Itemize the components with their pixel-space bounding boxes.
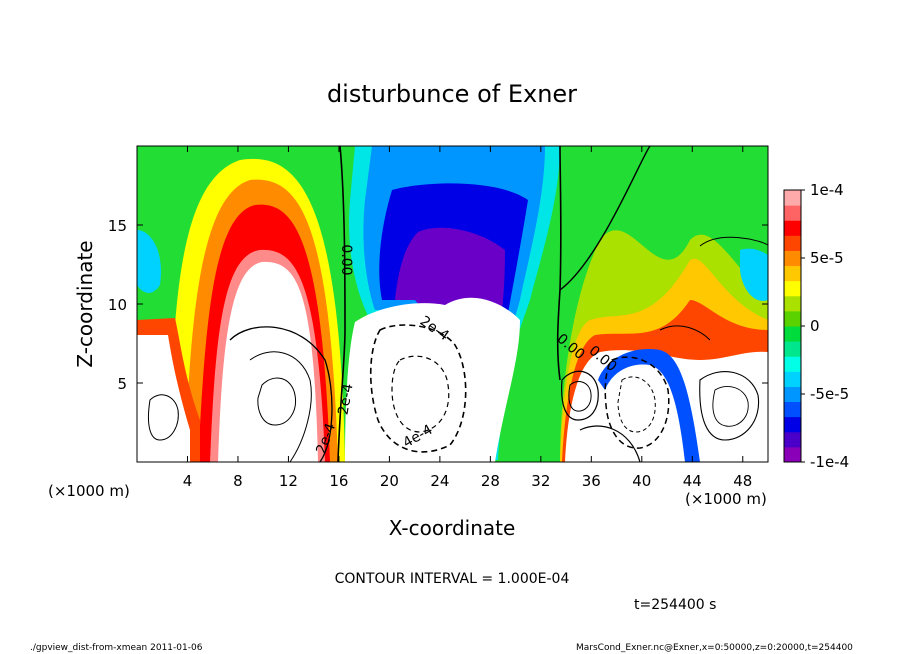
contour-line (257, 377, 297, 426)
x-tick-label: 32 (531, 472, 550, 490)
contour-lines (147, 146, 768, 462)
colorbar: 1e-4 5e-5 0 -5e-5 -1e-4 (783, 181, 849, 471)
y-tick-label: 15 (108, 217, 127, 235)
x-tick-label: 48 (733, 472, 752, 490)
footer-right: MarsCond_Exner.nc@Exner,x=0:50000,z=0:20… (576, 643, 853, 653)
time-label: t=254400 s (634, 597, 716, 613)
x-tick-label: 16 (329, 472, 348, 490)
colorbar-swatch (784, 371, 801, 387)
colorbar-swatch (784, 386, 801, 403)
colorbar-swatch (784, 295, 801, 312)
field-blue-right (598, 349, 700, 462)
x-tick-label: 40 (632, 472, 651, 490)
field-cyan-right (740, 248, 768, 301)
colorbar-label: -1e-4 (810, 453, 849, 471)
contour-line (561, 370, 599, 421)
contour-label: 0.00 (338, 244, 354, 275)
x-tick-label: 8 (233, 472, 243, 490)
field-fill (137, 146, 768, 462)
contour-line (617, 376, 656, 433)
colorbar-swatch (784, 250, 801, 267)
contour-line (249, 351, 312, 462)
colorbar-label: -5e-5 (810, 385, 849, 403)
colorbar-swatch (784, 265, 801, 282)
contour-line (659, 325, 711, 341)
contour-interval-note: CONTOUR INTERVAL = 1.000E-04 (335, 571, 570, 587)
colorbar-label: 1e-4 (810, 181, 844, 199)
x-axis: 4 8 12 16 20 24 28 32 36 40 44 48 (183, 146, 752, 490)
x-tick-label: 44 (683, 472, 702, 490)
colorbar-swatch (784, 280, 801, 297)
y-tick-label: 10 (108, 296, 127, 314)
x-tick-label: 24 (430, 472, 449, 490)
contour-line (229, 326, 333, 462)
colorbar-swatch (784, 356, 801, 372)
colorbar-swatch (784, 431, 801, 448)
x-tick-label: 4 (183, 472, 193, 490)
field-white-right (565, 350, 768, 462)
colorbar-swatch (784, 416, 801, 433)
colorbar-swatch (784, 326, 801, 342)
x-tick-label: 12 (279, 472, 298, 490)
colorbar-swatch (784, 190, 801, 206)
plot-area (137, 146, 768, 462)
colorbar-swatch (784, 220, 801, 236)
y-axis: 5 10 15 (108, 217, 768, 393)
colorbar-swatch (784, 446, 801, 463)
contour-line (391, 355, 450, 433)
contour-line (579, 425, 641, 462)
contour-line (337, 146, 346, 462)
field-cyan-left (137, 230, 161, 293)
contour-line (559, 146, 651, 291)
contour-label: 2e-4 (335, 382, 356, 416)
colorbar-swatch (784, 235, 801, 251)
chart-title: disturbunce of Exner (327, 80, 577, 108)
x-tick-label: 36 (582, 472, 601, 490)
colorbar-swatch (784, 341, 801, 357)
contour-line (369, 324, 467, 453)
contour-line (604, 356, 670, 449)
x-unit-label-right: (×1000 m) (685, 490, 767, 508)
y-axis-title: Z-coordinate (73, 240, 97, 367)
field-white-center (345, 297, 520, 462)
contour-line (556, 146, 562, 381)
x-axis-title: X-coordinate (389, 516, 516, 540)
colorbar-swatch (784, 401, 801, 418)
contour-line (699, 371, 760, 441)
x-tick-label: 20 (380, 472, 399, 490)
colorbar-swatch (784, 310, 801, 327)
colorbar-swatch (784, 205, 801, 221)
y-tick-label: 5 (117, 375, 127, 393)
contour-line (568, 381, 592, 412)
contour-line (147, 394, 179, 441)
x-unit-label-left: (×1000 m) (48, 482, 130, 500)
colorbar-label: 0 (810, 317, 820, 335)
contour-line (712, 386, 749, 427)
contour-line (699, 236, 768, 247)
footer-left: ./gpview_dist-from-xmean 2011-01-06 (30, 643, 203, 653)
x-tick-label: 28 (481, 472, 500, 490)
colorbar-label: 5e-5 (810, 249, 844, 267)
